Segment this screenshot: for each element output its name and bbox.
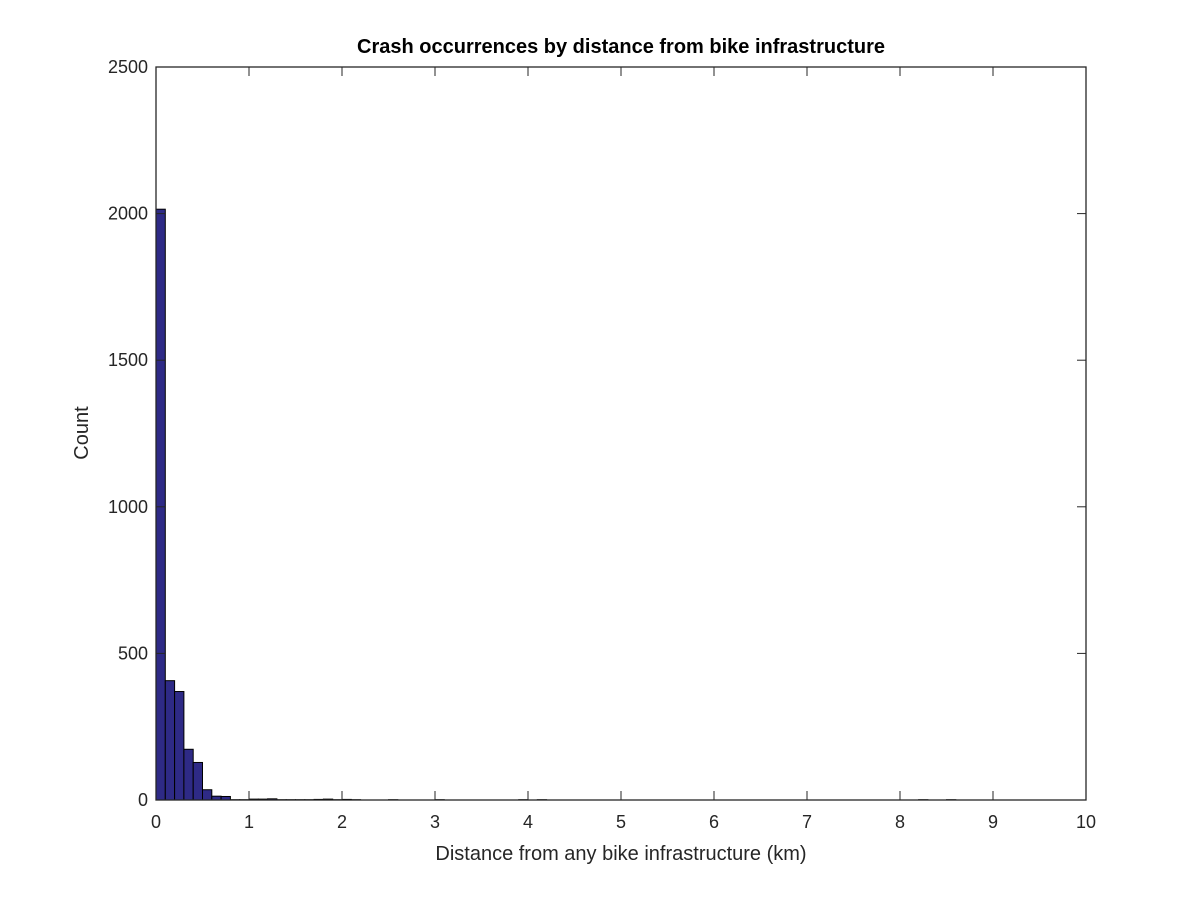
histogram-bar-1	[164, 680, 176, 801]
x-tick-label-0: 0	[151, 812, 161, 832]
x-tick-label-4: 4	[523, 812, 533, 832]
x-tick-label-3: 3	[430, 812, 440, 832]
histogram-bar-0	[155, 208, 166, 801]
y-tick-label-5: 2500	[108, 57, 148, 77]
x-axis-label: Distance from any bike infrastructure (k…	[435, 843, 806, 865]
x-tick-label-6: 6	[709, 812, 719, 832]
x-tick-label-8: 8	[895, 812, 905, 832]
y-tick-label-0: 0	[138, 790, 148, 810]
y-axis-label: Count	[71, 406, 93, 460]
x-tick-label-2: 2	[337, 812, 347, 832]
y-axis-ticks: 0 500 1000 1500 2000 2500	[108, 57, 1086, 810]
histogram-bar-3	[183, 748, 194, 801]
x-tick-label-10: 10	[1076, 812, 1096, 832]
x-tick-label-9: 9	[988, 812, 998, 832]
y-tick-label-4: 2000	[108, 204, 148, 224]
y-tick-label-1: 500	[118, 643, 148, 663]
histogram-bar-4	[192, 761, 203, 801]
x-tick-label-1: 1	[244, 812, 254, 832]
histogram-bar-5	[202, 789, 213, 801]
y-tick-label-3: 1500	[108, 350, 148, 370]
x-axis-ticks: 0 1 2 3 4 5 6 7 8 9 10	[151, 67, 1096, 832]
histogram-bar-2	[174, 691, 185, 801]
x-tick-label-5: 5	[616, 812, 626, 832]
y-tick-label-2: 1000	[108, 497, 148, 517]
x-tick-label-7: 7	[802, 812, 812, 832]
chart-title: Crash occurrences by distance from bike …	[357, 36, 885, 58]
